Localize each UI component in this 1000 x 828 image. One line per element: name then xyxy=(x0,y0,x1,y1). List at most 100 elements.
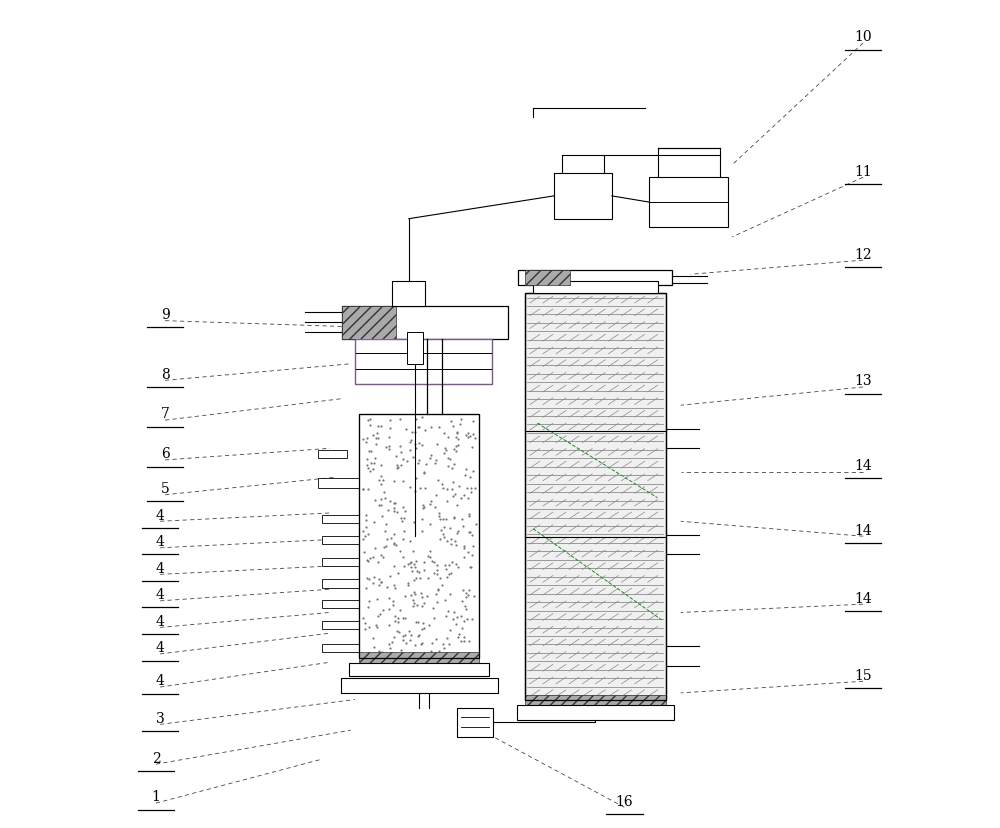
Point xyxy=(373,549,389,562)
Point xyxy=(419,590,435,603)
Point xyxy=(400,579,416,592)
Point xyxy=(457,599,473,613)
Point xyxy=(444,462,460,475)
Point xyxy=(428,633,444,646)
Point xyxy=(422,498,438,512)
Point xyxy=(458,590,474,604)
Text: 4: 4 xyxy=(156,674,165,687)
Point xyxy=(436,427,452,440)
Point xyxy=(453,610,469,623)
Bar xyxy=(318,479,359,489)
Point xyxy=(389,506,405,519)
Point xyxy=(358,514,374,527)
Bar xyxy=(517,705,674,720)
Point xyxy=(371,573,387,586)
Text: 4: 4 xyxy=(156,588,165,601)
Point xyxy=(367,452,383,465)
Point xyxy=(463,561,479,575)
Point xyxy=(367,493,383,507)
Bar xyxy=(341,678,498,693)
Point xyxy=(456,542,472,555)
Point xyxy=(384,635,400,648)
Point xyxy=(409,599,425,612)
Point xyxy=(453,413,469,426)
Point xyxy=(378,441,394,455)
Point xyxy=(410,616,426,629)
Point xyxy=(362,465,378,478)
Bar xyxy=(322,600,359,609)
Point xyxy=(414,411,430,424)
Point xyxy=(451,480,467,493)
Point xyxy=(386,537,402,551)
Bar xyxy=(392,282,425,306)
Point xyxy=(371,498,387,512)
Point xyxy=(361,595,377,608)
Point xyxy=(396,512,412,525)
Point xyxy=(370,420,386,433)
Point xyxy=(450,439,466,452)
Point xyxy=(386,527,402,541)
Point xyxy=(404,426,420,440)
Point xyxy=(386,505,402,518)
Point xyxy=(431,421,447,435)
Point xyxy=(388,450,404,464)
Point xyxy=(402,633,418,647)
Point xyxy=(425,602,441,615)
Point xyxy=(375,604,391,617)
Point xyxy=(416,465,432,479)
Point xyxy=(432,513,448,527)
Point xyxy=(369,426,385,440)
Point xyxy=(457,469,473,482)
Point xyxy=(403,561,419,574)
Point xyxy=(395,633,411,647)
Point xyxy=(458,463,474,476)
Point xyxy=(456,551,472,564)
Point xyxy=(394,514,410,527)
Point xyxy=(448,618,464,631)
Point xyxy=(377,524,393,537)
Point xyxy=(432,532,448,546)
Point xyxy=(381,440,397,454)
Point xyxy=(416,596,432,609)
Point xyxy=(391,625,407,638)
Bar xyxy=(322,515,359,523)
Point xyxy=(389,624,405,638)
Text: 4: 4 xyxy=(156,561,165,575)
Point xyxy=(373,498,389,512)
Point xyxy=(408,555,424,568)
Point xyxy=(370,609,386,623)
Point xyxy=(456,540,472,553)
Point xyxy=(401,625,417,638)
Point xyxy=(395,611,411,624)
Bar xyxy=(322,537,359,545)
Point xyxy=(447,488,463,501)
Point xyxy=(389,462,405,475)
Point xyxy=(381,638,397,651)
Point xyxy=(395,533,411,546)
Bar xyxy=(525,294,666,700)
Point xyxy=(355,525,371,538)
Point xyxy=(462,561,478,575)
Point xyxy=(438,563,454,576)
Point xyxy=(435,482,451,495)
Point xyxy=(451,627,467,640)
Point xyxy=(370,556,386,569)
Point xyxy=(405,594,421,607)
Point xyxy=(445,420,461,433)
Point xyxy=(465,428,481,441)
Bar xyxy=(322,621,359,629)
Point xyxy=(448,440,464,454)
Point xyxy=(374,646,390,659)
Point xyxy=(403,434,419,447)
Text: 14: 14 xyxy=(854,459,872,472)
Text: 2: 2 xyxy=(152,751,160,764)
Point xyxy=(358,521,374,534)
Point xyxy=(461,584,477,597)
Point xyxy=(424,555,440,568)
Point xyxy=(449,611,465,624)
Point xyxy=(388,539,404,552)
Point xyxy=(413,638,429,651)
Point xyxy=(407,485,423,498)
Point xyxy=(411,437,427,450)
Point xyxy=(448,445,464,458)
